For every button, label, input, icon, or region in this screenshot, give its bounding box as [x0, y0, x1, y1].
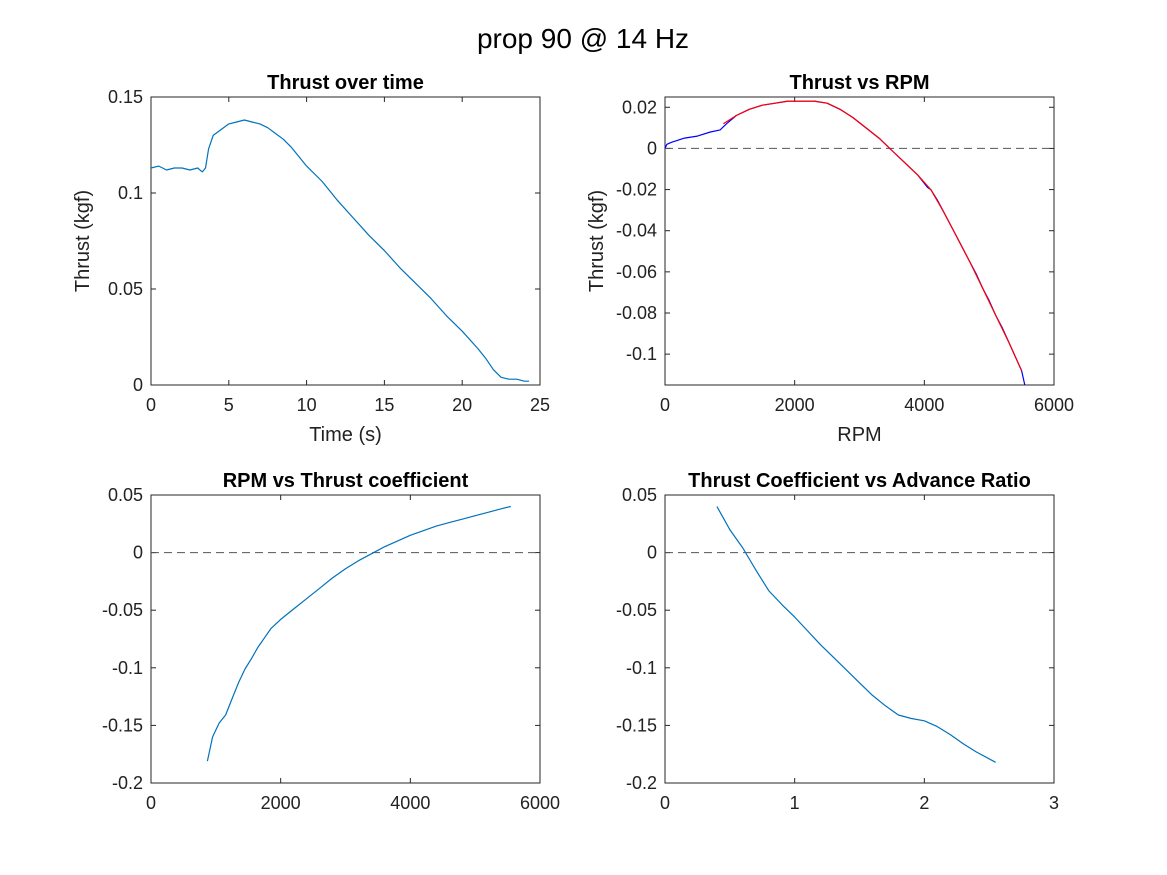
- y-tick-label: -0.2: [626, 773, 657, 793]
- thrust-vs-rpm-chart: Thrust vs RPM 0 2000 4000 6000 -0.1 -0.08 -0.06…: [586, 72, 1074, 446]
- y-tick-label: -0.06: [616, 262, 657, 282]
- chart-title: RPM vs Thrust coefficient: [223, 470, 469, 492]
- x-tick-label: 4000: [390, 793, 430, 813]
- y-tick-label: -0.04: [616, 221, 657, 241]
- y-tick-label: 0: [647, 138, 657, 158]
- x-tick-label: 0: [146, 793, 156, 813]
- y-tick-label: 0.1: [118, 183, 143, 203]
- x-tick-label: 15: [374, 395, 394, 415]
- chart-title: Thrust over time: [267, 72, 424, 94]
- x-tick-label: 0: [660, 395, 670, 415]
- y-tick-label: 0.02: [622, 97, 657, 117]
- chart-title: Thrust Coefficient vs Advance Ratio: [688, 470, 1031, 492]
- y-tick-label: -0.08: [616, 303, 657, 323]
- series-line-1: [716, 506, 996, 763]
- x-axis-label: RPM: [837, 424, 881, 446]
- x-tick-label: 6000: [520, 793, 560, 813]
- x-tick-label: 2000: [775, 395, 815, 415]
- plot-frame: [664, 96, 1055, 386]
- x-tick-label: 25: [530, 395, 550, 415]
- plot-frame: [150, 96, 541, 386]
- x-axis-label: Time (s): [309, 424, 382, 446]
- y-tick-label: -0.15: [102, 715, 143, 735]
- x-tick-label: 3: [1049, 793, 1059, 813]
- plot-frame: [664, 494, 1055, 784]
- thrust-over-time-chart: Thrust over time 0 5 10 15 20 25 0 0.05 0.1 0.15 Ti…: [72, 72, 550, 446]
- y-tick-label: 0.05: [108, 485, 143, 505]
- x-tick-label: 0: [146, 395, 156, 415]
- y-axis-label: Thrust (kgf): [72, 190, 94, 292]
- series-line-1: [150, 119, 530, 382]
- x-tick-label: 10: [297, 395, 317, 415]
- x-tick-label: 2000: [261, 793, 301, 813]
- y-tick-label: 0.05: [622, 485, 657, 505]
- x-tick-label: 5: [224, 395, 234, 415]
- y-tick-label: -0.05: [616, 600, 657, 620]
- series-line-2: [723, 100, 1023, 371]
- x-tick-label: 2: [919, 793, 929, 813]
- y-tick-label: -0.15: [616, 715, 657, 735]
- x-tick-label: 6000: [1034, 395, 1074, 415]
- rpm-vs-thrust-coefficient-chart: RPM vs Thrust coefficient 0 2000 4000 6000 -0…: [102, 470, 560, 813]
- y-tick-label: -0.1: [626, 344, 657, 364]
- y-tick-label: 0: [133, 375, 143, 395]
- x-tick-label: 20: [452, 395, 472, 415]
- y-tick-label: 0.15: [108, 87, 143, 107]
- series-line-1: [664, 100, 1026, 386]
- y-tick-label: -0.05: [102, 600, 143, 620]
- y-tick-label: -0.2: [112, 773, 143, 793]
- thrust-coefficient-vs-advance-ratio-chart: Thrust Coefficient vs Advance Ratio 0 1 2 3 -…: [616, 470, 1059, 813]
- x-tick-label: 4000: [904, 395, 944, 415]
- y-tick-label: -0.1: [112, 658, 143, 678]
- x-tick-label: 1: [790, 793, 800, 813]
- chart-title: Thrust vs RPM: [789, 72, 929, 94]
- y-tick-label: -0.1: [626, 658, 657, 678]
- series-line-1: [206, 505, 511, 762]
- y-tick-label: -0.02: [616, 180, 657, 200]
- y-axis-label: Thrust (kgf): [586, 190, 608, 292]
- y-tick-label: 0: [133, 543, 143, 563]
- x-tick-label: 0: [660, 793, 670, 813]
- plot-frame: [150, 494, 541, 784]
- y-tick-label: 0.05: [108, 279, 143, 299]
- figure-title: prop 90 @ 14 Hz: [477, 23, 689, 54]
- y-tick-label: 0: [647, 543, 657, 563]
